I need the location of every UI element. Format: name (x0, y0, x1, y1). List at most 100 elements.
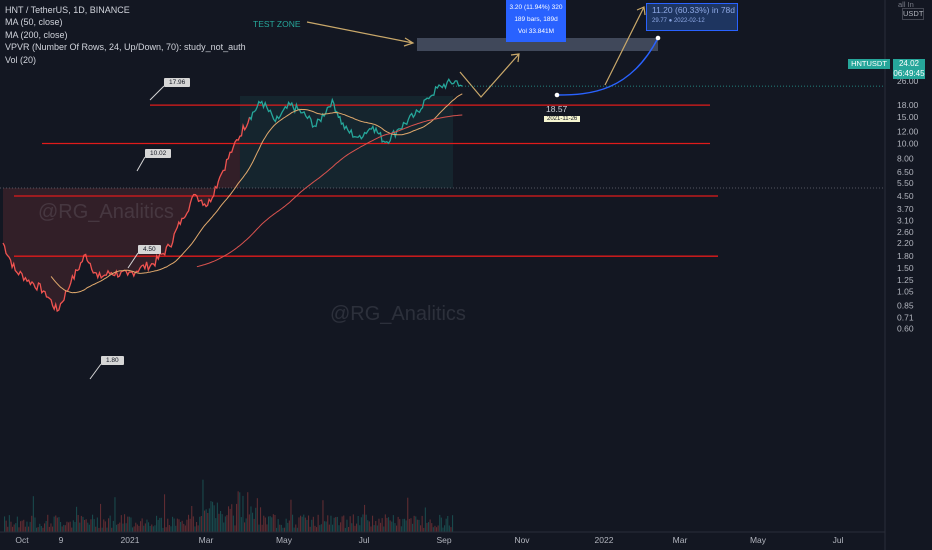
volume-bar (392, 515, 394, 532)
volume-bar (37, 527, 39, 532)
volume-bar (151, 524, 153, 532)
volume-bar (149, 526, 151, 532)
volume-bar (96, 517, 98, 532)
watermark-top: @RG_Analitics (38, 201, 174, 223)
legend-vol[interactable]: Vol (20) (5, 54, 37, 65)
volume-bar (445, 518, 447, 532)
volume-bar (437, 525, 439, 532)
volume-bar (7, 526, 9, 532)
volume-bar (292, 514, 294, 532)
price-unit[interactable]: USDT (902, 8, 924, 20)
volume-bar (124, 514, 126, 532)
volume-bar (375, 521, 377, 532)
legend-ma200[interactable]: MA (200, close) (5, 29, 68, 40)
volume-bar (242, 495, 244, 532)
volume-bar (236, 503, 238, 532)
level-callout-4-50[interactable]: 4.50 (138, 245, 161, 254)
volume-bar (352, 514, 354, 532)
price-line-bearish (2, 116, 251, 313)
volume-bar (266, 524, 268, 532)
volume-bar (386, 517, 388, 532)
volume-bar (354, 525, 356, 532)
volume-bar (332, 524, 334, 532)
volume-bar (256, 498, 258, 532)
volume-bar (268, 516, 270, 532)
volume-bar (444, 525, 446, 532)
volume-bar (164, 494, 166, 532)
volume-bar (301, 516, 303, 532)
volume-bar (229, 508, 231, 532)
volume-bar (165, 527, 167, 532)
volume-bar (183, 523, 185, 532)
volume-bar (372, 515, 374, 532)
callout-pointer-2 (127, 252, 139, 269)
legend-vpvr[interactable]: VPVR (Number Of Rows, 24, Up/Down, 70): … (5, 42, 246, 53)
projection-box[interactable]: 11.20 (60.33%) in 78d 29.77 ● 2022-02-12 (646, 3, 738, 31)
volume-bar (136, 524, 138, 532)
projection-sub: 29.77 ● 2022-02-12 (652, 18, 705, 24)
volume-bar (146, 519, 148, 532)
projection-main: 11.20 (60.33%) in 78d (652, 5, 736, 15)
volume-bar (325, 521, 327, 532)
volume-bar (306, 519, 308, 532)
volume-bar (42, 527, 44, 532)
volume-bar (77, 515, 79, 532)
volume-bar (312, 516, 314, 532)
volume-bar (349, 516, 351, 532)
volume-bar (434, 525, 436, 532)
volume-bar (237, 491, 239, 532)
volume-bar (80, 515, 82, 532)
volume-bar (16, 516, 18, 532)
measure-line-2: 189 bars, 189d (514, 16, 558, 23)
volume-bar (263, 515, 265, 532)
price-scale-mode[interactable]: all In (898, 0, 914, 9)
volume-bar (351, 523, 353, 532)
level-callout-10-02[interactable]: 10.02 (145, 149, 172, 158)
volume-bar (280, 524, 282, 532)
volume-bar (90, 519, 92, 532)
volume-bar (114, 497, 116, 532)
volume-bar (330, 515, 332, 532)
volume-bar (378, 518, 380, 532)
volume-bar (108, 518, 110, 532)
volume-bar (111, 527, 113, 532)
volume-bar (170, 526, 172, 532)
volume-bar (416, 519, 418, 532)
y-tick-label: 1.50 (897, 263, 914, 273)
volume-bar (239, 492, 241, 532)
volume-bar (205, 509, 207, 532)
volume-bar (47, 514, 49, 532)
projection-curve (556, 37, 659, 96)
bearish-zone-shade (3, 136, 240, 312)
volume-bar (381, 518, 383, 532)
volume-bar (53, 516, 55, 532)
level-callout-1-80[interactable]: 1.80 (101, 356, 124, 365)
volume-bar (300, 515, 302, 532)
volume-bar (69, 521, 71, 532)
volume-bar (402, 518, 404, 532)
volume-bar (20, 521, 22, 532)
volume-bar (148, 522, 150, 532)
volume-bar (15, 523, 17, 532)
volume-bar (56, 517, 58, 532)
volume-bar (168, 525, 170, 532)
ma50-line (50, 93, 463, 294)
x-tick-label: 2022 (595, 535, 614, 545)
volume-bar (408, 518, 410, 532)
volume-bar (52, 526, 54, 532)
volume-bar (356, 523, 358, 532)
legend-symbol[interactable]: HNT / TetherUS, 1D, BINANCE (5, 5, 130, 15)
volume-bar (93, 519, 95, 532)
level-callout-17-96[interactable]: 17.96 (164, 78, 191, 87)
volume-bar (72, 520, 74, 532)
volume-bar (23, 519, 25, 532)
legend-ma50[interactable]: MA (50, close) (5, 17, 63, 28)
volume-bar (404, 518, 406, 532)
volume-bar (223, 522, 225, 532)
volume-bar (384, 514, 386, 532)
volume-bar (428, 522, 430, 532)
volume-bar (220, 511, 222, 532)
volume-bar (284, 527, 286, 532)
volume-bar (29, 521, 31, 532)
